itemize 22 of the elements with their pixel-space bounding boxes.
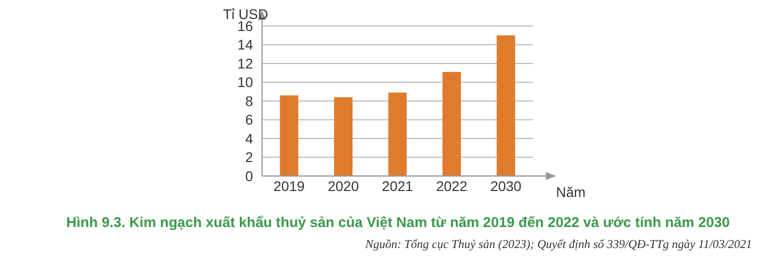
y-tick-label: 10 bbox=[237, 74, 254, 90]
x-tick-label: 2022 bbox=[436, 178, 468, 194]
y-tick-label: 8 bbox=[245, 92, 254, 109]
x-tick-label: 2030 bbox=[490, 178, 522, 194]
y-axis-title: Tỉ USD bbox=[223, 6, 268, 22]
y-tick-label: 14 bbox=[237, 36, 254, 53]
bar bbox=[496, 35, 516, 176]
text: Hình 9.3. Kim ngạch xuất khẩu thuỷ sản của Việt Nam từ năm 2019 đến 2022 và ước tính năm 2030 bbox=[66, 215, 730, 231]
bar bbox=[280, 95, 298, 176]
x-tick-label: 2021 bbox=[382, 178, 414, 194]
bar bbox=[388, 92, 407, 176]
x-tick-label: 2020 bbox=[328, 178, 360, 194]
text: Nguồn: Tổng cục Thuỷ sản (2023); Quyết định số 339/QĐ-TTg ngày 11/03/2021 bbox=[364, 237, 752, 251]
y-tick-label: 12 bbox=[237, 55, 254, 72]
bar bbox=[334, 97, 353, 176]
bar bbox=[442, 72, 461, 176]
y-tick-label: 0 bbox=[245, 168, 254, 184]
y-tick-label: 4 bbox=[245, 130, 254, 146]
x-tick-label: 2019 bbox=[274, 178, 305, 194]
y-tick-label: 2 bbox=[245, 149, 254, 166]
y-tick-label: 6 bbox=[245, 112, 254, 128]
x-axis-title: Năm bbox=[556, 184, 586, 200]
